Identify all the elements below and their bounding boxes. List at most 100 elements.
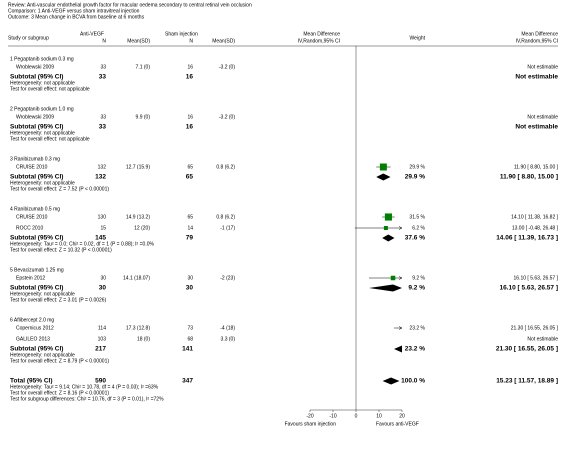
x-tick-label: 20 bbox=[399, 413, 405, 419]
ctl-msd: 0.8 (6.2) bbox=[216, 214, 235, 220]
pooled-diamond bbox=[382, 377, 400, 385]
x-tick-label: -20 bbox=[306, 413, 313, 419]
exp-n: 33 bbox=[100, 114, 106, 120]
exp-msd: 14.9 (13.2) bbox=[126, 214, 151, 220]
weight: 37.6 % bbox=[405, 235, 425, 242]
subtotal-label: Subtotal (95% CI) bbox=[10, 285, 63, 292]
col-exp-msd: Mean(SD) bbox=[127, 38, 150, 44]
study-name: Wroblewski 2009 bbox=[16, 114, 54, 120]
ctl-n: 141 bbox=[182, 346, 193, 353]
group-title: 4 Ranibizumab 0.5 mg bbox=[10, 206, 60, 212]
study-name: ROCC 2010 bbox=[16, 225, 43, 231]
heterogeneity: Heterogeneity: Tau² = 0.0; Chi² = 0.02, … bbox=[10, 241, 154, 247]
subtotal-label: Subtotal (95% CI) bbox=[10, 74, 63, 81]
md-label: 14.06 [ 11.39, 16.73 ] bbox=[496, 235, 558, 242]
review: Review: Anti-vascular endothelial growth… bbox=[8, 2, 252, 8]
study-name: CRUISE 2010 bbox=[16, 164, 48, 170]
ci-arrow bbox=[398, 276, 403, 280]
md-label: 21.30 [ 16.55, 26.05 ] bbox=[496, 346, 558, 353]
weight: 31.5 % bbox=[409, 214, 425, 220]
heterogeneity: Heterogeneity: not applicable bbox=[10, 80, 75, 86]
md-label: 16.10 [ 5.63, 26.57 ] bbox=[499, 285, 558, 292]
col-study: Study or subgroup bbox=[8, 35, 49, 41]
weight: 9.2 % bbox=[408, 285, 425, 292]
ctl-n: 16 bbox=[186, 74, 194, 81]
md-label: Not estimable bbox=[527, 64, 558, 70]
subgroup-test: Test for subgroup differences: Chi² = 10… bbox=[10, 396, 164, 402]
overall-test: Test for overall effect: Z = 7.52 (P < 0… bbox=[10, 186, 109, 192]
favours-right: Favours anti-VEGF bbox=[376, 421, 419, 427]
exp-n: 33 bbox=[99, 124, 107, 131]
ctl-n: 30 bbox=[187, 275, 193, 281]
ctl-msd: -1 (17) bbox=[220, 225, 235, 231]
ci-arrow bbox=[398, 326, 403, 330]
group-title: 6 Aflibercept 2.0 mg bbox=[10, 317, 54, 323]
overall-test: Test for overall effect: Z = 8.16 (P < 0… bbox=[10, 390, 109, 396]
overall-test: Test for overall effect: not applicable bbox=[10, 86, 90, 92]
exp-n: 132 bbox=[95, 174, 106, 181]
exp-n: 103 bbox=[98, 336, 107, 342]
ctl-msd: -3.2 (0) bbox=[219, 114, 235, 120]
exp-msd: 18 (0) bbox=[137, 336, 150, 342]
ctl-n: 65 bbox=[187, 214, 193, 220]
ctl-msd: 0.8 (6.2) bbox=[216, 164, 235, 170]
exp-msd: 12.7 (15.9) bbox=[126, 164, 151, 170]
md-label: 11.90 [ 8.80, 15.00 ] bbox=[500, 174, 558, 181]
md-label: Not estimable bbox=[527, 114, 558, 120]
study-square bbox=[383, 226, 388, 230]
weight: 29.9 % bbox=[405, 174, 425, 181]
overall-test: Test for overall effect: Z = 8.79 (P < 0… bbox=[10, 358, 109, 364]
exp-msd: 9.9 (0) bbox=[136, 114, 151, 120]
exp-n: 114 bbox=[98, 325, 106, 331]
col-exp-n: N bbox=[102, 38, 106, 44]
pooled-diamond bbox=[368, 284, 402, 292]
study-name: Wroblewski 2009 bbox=[16, 64, 54, 70]
group-title: 1 Pegaptanib sodium 0.3 mg bbox=[10, 56, 74, 62]
exp-n: 145 bbox=[95, 235, 106, 242]
study-square bbox=[390, 275, 396, 281]
ci-arrow bbox=[398, 226, 403, 230]
x-tick-label: 10 bbox=[376, 413, 382, 419]
md-label: 15.23 [ 11.57, 18.89 ] bbox=[496, 378, 558, 385]
exp-n: 217 bbox=[95, 346, 106, 353]
study-name: GALILEO 2013 bbox=[16, 336, 50, 342]
subtotal-label: Subtotal (95% CI) bbox=[10, 174, 63, 181]
pooled-diamond bbox=[376, 173, 391, 181]
heterogeneity: Heterogeneity: not applicable bbox=[10, 291, 75, 297]
col-ctl-n: N bbox=[189, 38, 193, 44]
weight: 23.2 % bbox=[405, 346, 425, 353]
ctl-n: 14 bbox=[187, 225, 193, 231]
exp-n: 132 bbox=[98, 164, 107, 170]
col-md2-title: Mean Difference bbox=[521, 31, 558, 37]
heterogeneity: Heterogeneity: not applicable bbox=[10, 180, 75, 186]
total-label: Total (95% CI) bbox=[10, 378, 53, 385]
exp-n: 590 bbox=[95, 378, 106, 385]
group-title: 2 Pegaptanib sodium 1.0 mg bbox=[10, 106, 74, 112]
pooled-diamond bbox=[382, 234, 395, 242]
col-md-title: Mean Difference bbox=[303, 31, 340, 37]
x-tick-label: -10 bbox=[329, 413, 336, 419]
md-label: 21.30 [ 16.55, 26.05 ] bbox=[511, 325, 559, 331]
ctl-n: 79 bbox=[186, 235, 194, 242]
study-square bbox=[384, 213, 392, 221]
md-label: Not estimable bbox=[515, 74, 558, 81]
weight: 100.0 % bbox=[401, 378, 425, 385]
ctl-n: 16 bbox=[187, 114, 193, 120]
weight: 23.2 % bbox=[409, 325, 425, 331]
pooled-diamond bbox=[394, 345, 402, 353]
ctl-n: 16 bbox=[187, 64, 193, 70]
ctl-msd: -2 (23) bbox=[220, 275, 235, 281]
col-ctl-msd: Mean(SD) bbox=[212, 38, 235, 44]
exp-n: 33 bbox=[100, 64, 106, 70]
weight: 29.9 % bbox=[409, 164, 425, 170]
subtotal-label: Subtotal (95% CI) bbox=[10, 235, 63, 242]
outcome: Outcome: 3 Mean change in BCVA from base… bbox=[8, 14, 145, 20]
overall-test: Test for overall effect: not applicable bbox=[10, 136, 90, 142]
study-square bbox=[379, 163, 387, 171]
heterogeneity: Heterogeneity: Tau² = 9.14; Chi² = 10.78… bbox=[10, 384, 159, 390]
overall-test: Test for overall effect: Z = 10.32 (P < … bbox=[10, 247, 112, 253]
study-name: CRUISE 2010 bbox=[16, 214, 48, 220]
md-label: 13.00 [ -0.48, 26.48 ] bbox=[512, 225, 559, 231]
col-exp: Anti-VEGF bbox=[80, 31, 104, 37]
